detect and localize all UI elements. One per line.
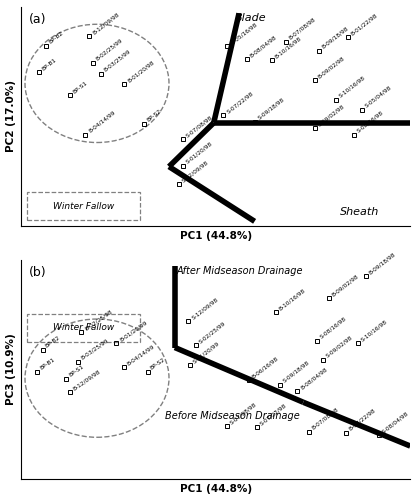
Text: Blade: Blade bbox=[235, 14, 267, 24]
Text: B-03/25/99: B-03/25/99 bbox=[103, 48, 131, 72]
Text: S-12/09/98: S-12/09/98 bbox=[181, 159, 209, 183]
Text: S-08/16/98: S-08/16/98 bbox=[319, 316, 347, 340]
Text: B-04/14/99: B-04/14/99 bbox=[126, 344, 156, 366]
Text: BP-B2: BP-B2 bbox=[48, 30, 65, 45]
Text: BP-B1: BP-B1 bbox=[41, 57, 57, 72]
Y-axis label: PC3 (10.9%): PC3 (10.9%) bbox=[5, 334, 16, 406]
Text: BP-S2: BP-S2 bbox=[146, 108, 162, 123]
Text: BP-S1: BP-S1 bbox=[72, 80, 88, 94]
Text: S-07/22/98: S-07/22/98 bbox=[258, 402, 287, 426]
Text: B-03/25/99: B-03/25/99 bbox=[79, 338, 109, 360]
Text: B-09/02/98: B-09/02/98 bbox=[331, 273, 359, 297]
Text: S-09/02/98: S-09/02/98 bbox=[325, 334, 353, 358]
Text: S-02/25/99: S-02/25/99 bbox=[198, 320, 227, 344]
Text: S-10/16/98: S-10/16/98 bbox=[360, 318, 388, 342]
Text: (b): (b) bbox=[29, 266, 47, 280]
Text: B-07/22/98: B-07/22/98 bbox=[348, 408, 377, 432]
Text: B-09/02/98: B-09/02/98 bbox=[317, 55, 346, 79]
Text: B-06/16/98: B-06/16/98 bbox=[251, 356, 279, 380]
Text: S-05/04/98: S-05/04/98 bbox=[364, 84, 392, 108]
Text: B-10/16/98: B-10/16/98 bbox=[274, 36, 302, 60]
Text: After Midseason Drainage: After Midseason Drainage bbox=[177, 266, 303, 276]
Y-axis label: PC2 (17.0%): PC2 (17.0%) bbox=[5, 80, 16, 152]
Text: B-04/14/99: B-04/14/99 bbox=[87, 110, 116, 134]
Text: B-02/25/99: B-02/25/99 bbox=[95, 38, 124, 62]
Text: B-08/04/98: B-08/04/98 bbox=[249, 34, 278, 58]
Text: S-07/22/98: S-07/22/98 bbox=[226, 90, 254, 114]
Text: B-01/22/98: B-01/22/98 bbox=[350, 12, 379, 36]
Text: S-08/04/98: S-08/04/98 bbox=[381, 410, 410, 434]
Text: S-09/02/98: S-09/02/98 bbox=[317, 104, 346, 127]
Text: B-10/16/98: B-10/16/98 bbox=[278, 288, 307, 312]
Text: S-01/20/99: S-01/20/99 bbox=[192, 340, 221, 364]
Text: Winter Fallow: Winter Fallow bbox=[53, 202, 114, 210]
X-axis label: PC1 (44.8%): PC1 (44.8%) bbox=[180, 484, 252, 494]
Text: B-08/04/98: B-08/04/98 bbox=[299, 366, 328, 390]
Text: BP-S2: BP-S2 bbox=[150, 356, 166, 370]
Text: BP-S1: BP-S1 bbox=[68, 364, 84, 378]
Text: S-08/16/98: S-08/16/98 bbox=[356, 110, 384, 134]
Text: Before Midseason Drainage: Before Midseason Drainage bbox=[165, 411, 300, 421]
Text: B-07/08/98: B-07/08/98 bbox=[311, 406, 340, 430]
X-axis label: PC1 (44.8%): PC1 (44.8%) bbox=[180, 232, 252, 241]
Text: B-09/18/98: B-09/18/98 bbox=[321, 26, 349, 50]
Text: Sheath: Sheath bbox=[340, 207, 379, 217]
Text: S-07/08/98: S-07/08/98 bbox=[229, 402, 258, 425]
Text: B-09/18/98: B-09/18/98 bbox=[368, 252, 396, 275]
Text: B-12/09/98: B-12/09/98 bbox=[91, 12, 120, 35]
Text: (a): (a) bbox=[29, 14, 46, 26]
Text: S-09/18/98: S-09/18/98 bbox=[257, 97, 285, 120]
Text: S-01/20/98: S-01/20/98 bbox=[184, 140, 213, 164]
Text: BP-B1: BP-B1 bbox=[39, 356, 56, 370]
Text: S-10/16/98: S-10/16/98 bbox=[338, 75, 367, 98]
Text: Winter Fallow: Winter Fallow bbox=[53, 324, 114, 332]
Text: S-09/18/98: S-09/18/98 bbox=[282, 360, 310, 384]
Text: S-12/09/98: S-12/09/98 bbox=[190, 296, 219, 320]
Text: BP-B2: BP-B2 bbox=[45, 334, 61, 348]
Text: S-07/08/98: S-07/08/98 bbox=[184, 114, 213, 138]
Text: B-01/20/99: B-01/20/99 bbox=[118, 320, 148, 342]
Text: B-02/25/98: B-02/25/98 bbox=[84, 308, 113, 331]
Text: B-05/16/98: B-05/16/98 bbox=[229, 21, 258, 45]
Text: B-01/20/98: B-01/20/98 bbox=[126, 60, 155, 84]
Text: B-12/09/98: B-12/09/98 bbox=[72, 368, 101, 392]
Text: B-07/08/98: B-07/08/98 bbox=[288, 16, 316, 40]
